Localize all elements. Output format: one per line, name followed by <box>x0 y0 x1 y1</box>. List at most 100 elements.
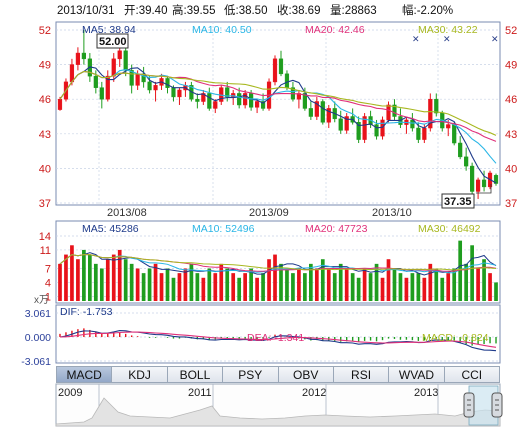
overview-left-handle[interactable] <box>463 392 475 418</box>
volume-tick-label: 1 <box>45 291 51 303</box>
volume-bar <box>243 273 248 301</box>
overview-year: 2013 <box>414 387 438 399</box>
volume-bar <box>165 268 170 301</box>
volume-bar <box>267 259 271 301</box>
volume-tick-label: 14 <box>39 231 51 243</box>
header-open: 开:39.40 <box>124 5 167 17</box>
volume-bar <box>201 277 206 301</box>
low-marker-leader <box>476 184 492 194</box>
volume-ma10-line <box>59 254 497 274</box>
tab-rsi[interactable]: RSI <box>333 366 390 383</box>
tab-obv[interactable]: OBV <box>278 366 334 383</box>
candle-body <box>111 58 116 77</box>
tab-psy[interactable]: PSY <box>223 366 279 383</box>
volume-bar <box>189 263 194 301</box>
candle-body <box>434 98 439 114</box>
tab-cci[interactable]: CCI <box>444 366 500 383</box>
overview-right-handle[interactable] <box>491 392 503 418</box>
volume-bar <box>410 273 415 301</box>
volume-bar <box>398 273 403 301</box>
volume-bar <box>308 263 313 301</box>
candle-body <box>374 124 379 137</box>
candle-body <box>117 50 122 60</box>
cross-icon: ✕ <box>443 34 451 44</box>
macd-tick-label: -3.061 <box>21 356 51 368</box>
candle-body <box>249 93 254 108</box>
volume-bar <box>422 277 427 301</box>
dea-line <box>59 331 497 348</box>
volume-bar <box>117 249 122 301</box>
volume-bar <box>237 277 242 301</box>
volume-bars <box>58 240 498 301</box>
macd-grid <box>56 312 500 362</box>
volume-tick-label: 7 <box>45 264 51 276</box>
volume-bar <box>231 273 236 301</box>
volume-bar <box>135 268 140 301</box>
volume-tick-label: 4 <box>45 277 51 289</box>
volume-bar <box>368 273 373 301</box>
candle-body <box>195 98 200 102</box>
tab-macd[interactable]: MACD <box>56 366 113 383</box>
cross-icon: ✕ <box>491 34 499 44</box>
macd-tick-label: 0.000 <box>25 332 51 344</box>
price-ma30-line <box>59 70 497 136</box>
volume-bar <box>470 245 474 301</box>
volume-bar <box>434 268 439 301</box>
month-label: 2013/08 <box>107 207 147 219</box>
volume-bar <box>446 273 451 301</box>
candle-body <box>422 127 427 140</box>
volume-bar <box>458 240 463 301</box>
tab-wvad[interactable]: WVAD <box>389 366 445 383</box>
vol-ma30-label: MA30: 46492 <box>418 223 481 235</box>
tab-boll[interactable]: BOLL <box>167 366 224 383</box>
price-tick-label: 43 <box>39 129 51 141</box>
volume-bar <box>314 268 319 301</box>
volume-tick-label: 11 <box>40 245 51 257</box>
volume-bar <box>213 273 218 301</box>
candle-body <box>416 127 421 140</box>
volume-bar <box>344 268 349 301</box>
price-tick-label: 40 <box>505 163 517 175</box>
candle-body <box>320 101 325 123</box>
candle-body <box>57 98 63 110</box>
candle-body <box>362 116 367 140</box>
volume-bar <box>87 254 92 301</box>
volume-bar <box>159 273 164 301</box>
volume-bar <box>440 277 445 301</box>
candle-body <box>75 52 81 65</box>
volume-bar <box>297 268 301 301</box>
volume-bar <box>326 268 331 301</box>
candle-body <box>213 101 218 109</box>
candle-body <box>260 101 266 109</box>
volume-bar <box>494 282 498 301</box>
tab-kdj[interactable]: KDJ <box>112 366 168 383</box>
candle-body <box>452 124 457 144</box>
header-bar: 2013/10/31 开:39.40 高:39.55 低:38.50 收:38.… <box>57 3 453 17</box>
macd-legend: DIF: -1.753 DEA: -1.341 MACD: -0.824 <box>60 306 489 344</box>
candle-body <box>254 101 260 108</box>
volume-bar <box>374 263 379 301</box>
ma20-label: MA20: 42.46 <box>305 24 365 36</box>
volume-bar <box>76 259 80 301</box>
volume-axis: 14 11 74 1 <box>39 231 51 303</box>
macd-tick-label: 3.061 <box>25 308 51 320</box>
volume-bar <box>183 268 188 301</box>
price-axis-right: 52 49 46 43 40 37 <box>505 25 517 210</box>
ma30-label: MA30: 43.22 <box>418 24 478 36</box>
candle-body <box>470 165 475 192</box>
candle-body <box>165 78 170 88</box>
volume-ma-legend: MA5: 45286 MA10: 52496 MA20: 47723 MA30:… <box>82 223 481 235</box>
macd-label: MACD: -0.824 <box>422 332 489 344</box>
macd-lines <box>59 330 497 352</box>
month-label: 2013/09 <box>249 207 289 219</box>
month-labels: 2013/08 2013/09 2013/10 <box>107 207 412 219</box>
overview-year: 2011 <box>188 387 212 399</box>
volume-unit-label: x万 <box>34 295 49 306</box>
candle-body <box>237 93 242 106</box>
volume-bar <box>416 273 421 301</box>
volume-bar <box>392 268 397 301</box>
volume-bar <box>123 259 128 301</box>
volume-bar <box>350 273 355 301</box>
price-ma10-line <box>59 69 497 164</box>
volume-bar <box>64 254 68 301</box>
